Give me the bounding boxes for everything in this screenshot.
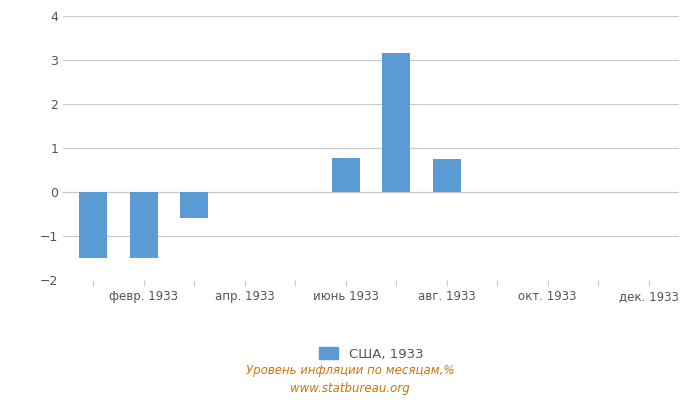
Legend: США, 1933: США, 1933 xyxy=(313,342,429,366)
Bar xyxy=(79,192,107,258)
Bar xyxy=(332,158,360,192)
Text: www.statbureau.org: www.statbureau.org xyxy=(290,382,410,395)
Text: Уровень инфляции по месяцам,%: Уровень инфляции по месяцам,% xyxy=(246,364,454,377)
Bar xyxy=(181,192,208,218)
Bar xyxy=(382,52,410,192)
Bar xyxy=(433,159,461,192)
Bar xyxy=(130,192,158,258)
